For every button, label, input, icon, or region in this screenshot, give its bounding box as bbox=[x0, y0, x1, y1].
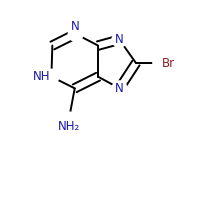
Text: Br: Br bbox=[162, 57, 175, 70]
Text: NH₂: NH₂ bbox=[58, 120, 80, 133]
Text: N: N bbox=[115, 82, 124, 95]
Circle shape bbox=[44, 69, 59, 84]
Text: NH: NH bbox=[33, 70, 50, 83]
Circle shape bbox=[68, 26, 83, 41]
Circle shape bbox=[112, 32, 127, 47]
Circle shape bbox=[62, 112, 76, 127]
Circle shape bbox=[153, 56, 168, 70]
Circle shape bbox=[112, 81, 127, 96]
Text: N: N bbox=[115, 33, 124, 46]
Text: N: N bbox=[71, 20, 80, 33]
